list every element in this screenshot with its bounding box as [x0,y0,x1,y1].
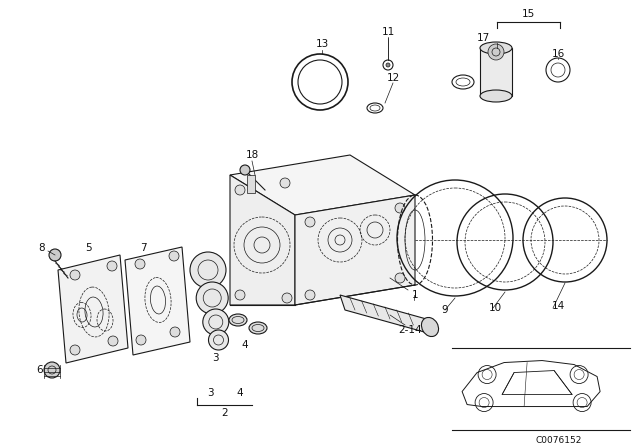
Text: 8: 8 [38,243,45,253]
Text: 3: 3 [207,388,213,398]
Circle shape [196,282,228,314]
Circle shape [136,335,146,345]
Circle shape [386,63,390,67]
Circle shape [170,327,180,337]
Text: 11: 11 [381,27,395,37]
Circle shape [49,249,61,261]
Text: 5: 5 [84,243,92,253]
Circle shape [280,178,290,188]
Ellipse shape [480,42,512,54]
Circle shape [108,336,118,346]
Circle shape [240,165,250,175]
Text: 3: 3 [212,353,218,363]
Text: 9: 9 [442,305,448,315]
Circle shape [70,345,80,355]
Polygon shape [340,295,435,335]
Circle shape [282,293,292,303]
Text: 4: 4 [242,340,248,350]
Polygon shape [58,255,128,363]
Circle shape [107,261,117,271]
Circle shape [44,362,60,378]
Circle shape [305,290,315,300]
Text: 7: 7 [140,243,147,253]
Ellipse shape [480,90,512,102]
Bar [480,48,512,96]
Circle shape [235,185,245,195]
Polygon shape [125,247,190,355]
Text: 14: 14 [552,301,564,311]
Text: C0076152: C0076152 [536,435,582,444]
Circle shape [203,309,229,335]
Polygon shape [230,155,415,215]
Circle shape [209,330,228,350]
Circle shape [169,251,179,261]
Circle shape [70,270,80,280]
Ellipse shape [249,322,267,334]
Text: 4: 4 [237,388,243,398]
Circle shape [135,259,145,269]
Text: 15: 15 [522,9,534,19]
Circle shape [395,203,405,213]
Polygon shape [295,195,415,305]
Text: 10: 10 [488,303,502,313]
Text: 2-14: 2-14 [398,325,422,335]
Bar [247,175,255,193]
Text: 2: 2 [221,408,228,418]
Text: 17: 17 [476,33,490,43]
Text: 12: 12 [387,73,399,83]
Circle shape [488,44,504,60]
Circle shape [190,252,226,288]
Text: 16: 16 [552,49,564,59]
Text: 18: 18 [245,150,259,160]
Text: 6: 6 [36,365,44,375]
Ellipse shape [229,314,247,326]
Ellipse shape [422,318,438,336]
Circle shape [395,273,405,283]
Circle shape [235,290,245,300]
Circle shape [305,217,315,227]
Polygon shape [230,175,295,305]
Text: 1: 1 [412,290,419,300]
Text: 13: 13 [316,39,328,49]
